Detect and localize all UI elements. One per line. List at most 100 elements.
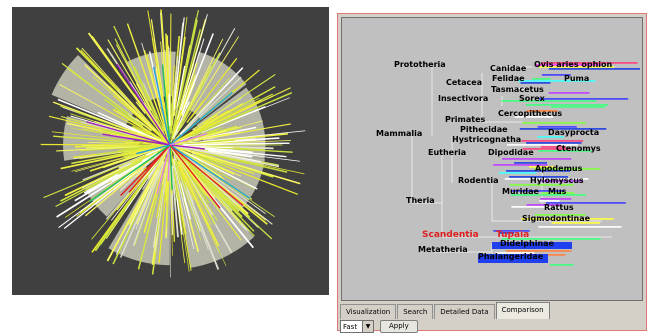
radial-branch [101, 107, 166, 143]
radial-branch [180, 174, 202, 231]
node-primates[interactable]: Primates [445, 115, 486, 124]
radial-branch [175, 180, 178, 185]
node-rattus[interactable]: Rattus [544, 203, 574, 212]
radial-highlight-branch [120, 144, 171, 196]
radial-branch [84, 167, 143, 217]
radial-branch [131, 155, 147, 164]
tab-comparison[interactable]: Comparison [495, 302, 550, 319]
radial-branch [149, 72, 164, 119]
radial-branch [177, 19, 198, 108]
radial-branch [176, 14, 208, 120]
leaf-bar [526, 142, 582, 144]
radial-branch [165, 173, 169, 192]
chevron-down-icon[interactable]: ▼ [362, 321, 373, 332]
radial-tree-canvas[interactable] [12, 7, 329, 295]
tab-detailed-data[interactable]: Detailed Data [434, 304, 495, 319]
radial-branch [176, 130, 306, 145]
node-metatheria[interactable]: Metatheria [418, 245, 468, 254]
radial-highlight-branch [169, 144, 221, 209]
leaf-bar [509, 88, 527, 90]
radial-branch [169, 103, 174, 134]
radial-branch [190, 145, 241, 148]
radial-branch [203, 148, 300, 162]
leaf-bar [526, 110, 558, 112]
node-sorex[interactable]: Sorex [519, 94, 546, 103]
node-pithecidae[interactable]: Pithecidae [460, 125, 508, 134]
node-canidae[interactable]: Canidae [490, 64, 527, 73]
radial-branch [171, 145, 266, 215]
radial-branch [168, 94, 171, 126]
node-cercopithecus[interactable]: Cercopithecus [498, 109, 562, 118]
node-prototheria[interactable]: Prototheria [394, 60, 446, 69]
speed-dropdown[interactable]: Fast ▼ [340, 320, 374, 333]
node-ctenomys[interactable]: Ctenomys [556, 144, 601, 153]
radial-branch [177, 52, 221, 131]
radial-branch [79, 125, 164, 144]
node-hylomyscus[interactable]: Hylomyscus [530, 176, 584, 185]
tab-visualization[interactable]: Visualization [340, 304, 397, 319]
radial-tree-view[interactable] [12, 7, 329, 295]
node-didelphinae[interactable]: Didelphinae [500, 239, 555, 248]
apply-button[interactable]: Apply [380, 320, 418, 333]
radial-branch [190, 178, 218, 221]
radial-branch [80, 49, 148, 122]
tree-canvas-frame[interactable]: Prototheria Canidae Ovis aries ophion Fe… [341, 17, 643, 301]
node-insectivora[interactable]: Insectivora [438, 94, 488, 103]
radial-branch [58, 164, 145, 229]
node-dipodidae[interactable]: Dipodidae [488, 148, 534, 157]
node-dasyprocta[interactable]: Dasyprocta [548, 128, 599, 137]
leaf-bar [495, 252, 535, 254]
radial-highlight-branch [136, 144, 171, 155]
radial-sector [181, 51, 247, 121]
radial-branch [104, 98, 144, 127]
radial-branch [60, 144, 170, 202]
node-apodemus[interactable]: Apodemus [535, 164, 583, 173]
leaf-bar [522, 148, 572, 150]
radial-branch [183, 158, 243, 218]
leaf-bar [540, 198, 572, 200]
leaf-bar [509, 184, 574, 186]
node-hystricognatha[interactable]: Hystricognatha [452, 135, 521, 144]
node-mus[interactable]: Mus [548, 187, 567, 196]
radial-branch [174, 145, 280, 168]
leaf-bar [502, 158, 572, 160]
node-cetacea[interactable]: Cetacea [446, 78, 482, 87]
node-tupaia[interactable]: Tupaia [496, 230, 529, 240]
radial-branch [133, 66, 160, 122]
tab-search[interactable]: Search [397, 304, 434, 319]
leaf-bar [521, 140, 584, 142]
node-rodentia[interactable]: Rodentia [458, 176, 498, 185]
leaf-bar [506, 170, 571, 172]
leaf-bar [537, 126, 577, 128]
radial-branch [183, 104, 191, 118]
radial-highlight-branch [169, 144, 205, 150]
node-muridae[interactable]: Muridae [502, 187, 539, 196]
node-puma[interactable]: Puma [564, 74, 589, 83]
node-tasmacetus[interactable]: Tasmacetus [491, 85, 544, 94]
node-theria[interactable]: Theria [406, 196, 435, 205]
speed-value: Fast [343, 322, 358, 331]
radial-branch [131, 125, 150, 136]
radial-branch [94, 120, 144, 138]
node-sigmodontinae[interactable]: Sigmodontinae [522, 214, 591, 223]
radial-branch [182, 142, 290, 146]
leaf-bar [511, 194, 587, 196]
radial-branch [172, 168, 179, 199]
node-mammalia[interactable]: Mammalia [376, 129, 422, 138]
radial-branch [208, 138, 214, 140]
hierarchical-tree-canvas[interactable]: Prototheria Canidae Ovis aries ophion Fe… [342, 18, 642, 300]
radial-branch [154, 162, 169, 252]
leaf-bar [539, 200, 560, 202]
leaf-bar [538, 66, 615, 68]
leaf-bar-block [492, 242, 572, 249]
node-phalangeridae[interactable]: Phalangeridae [478, 252, 544, 261]
radial-branch [126, 133, 147, 140]
radial-branch [162, 161, 168, 186]
node-ovis[interactable]: Ovis aries ophion [534, 60, 613, 69]
node-scandentia[interactable]: Scandentia [422, 230, 479, 240]
radial-highlight-branch [102, 133, 171, 146]
leaf-bar [498, 172, 537, 174]
radial-branch [184, 156, 273, 225]
node-felidae[interactable]: Felidae [492, 74, 525, 83]
node-eutheria[interactable]: Eutheria [428, 148, 466, 157]
